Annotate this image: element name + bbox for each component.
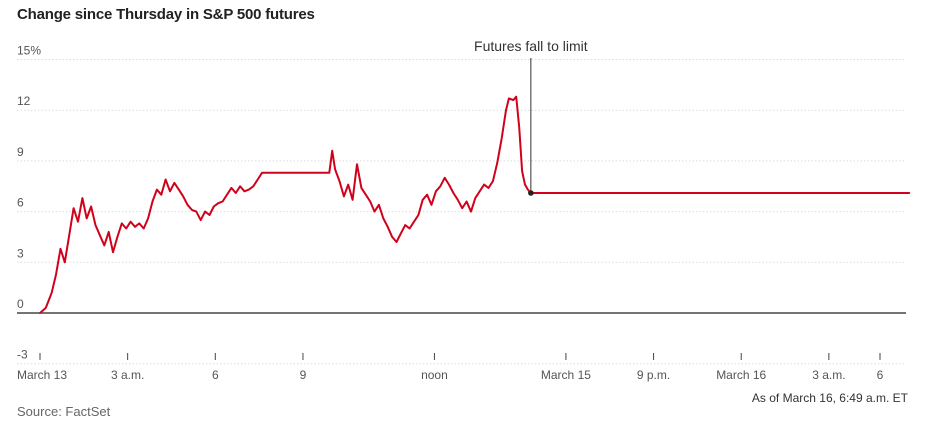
x-tick-label: March 13 — [17, 368, 67, 382]
y-tick-label: 15% — [17, 44, 41, 58]
y-tick-label: 9 — [17, 145, 24, 159]
x-tick-label: March 15 — [541, 368, 591, 382]
y-tick-label: 6 — [17, 196, 24, 210]
x-tick-label: 6 — [877, 368, 884, 382]
as-of-note: As of March 16, 6:49 a.m. ET — [751, 391, 908, 405]
grid-lines — [17, 59, 906, 365]
y-tick-label: -3 — [17, 348, 28, 362]
source-note: Source: FactSet — [17, 404, 111, 419]
series-line — [39, 95, 911, 314]
y-axis-ticks: 15% 12 9 6 3 0 -3 — [17, 44, 41, 362]
x-tick-label: 6 — [212, 368, 219, 382]
x-tick-label: noon — [421, 368, 448, 382]
y-tick-label: 12 — [17, 94, 31, 108]
x-tick-label: 9 — [300, 368, 307, 382]
y-tick-label: 0 — [17, 297, 24, 311]
x-tick-label: 9 p.m. — [637, 368, 670, 382]
limit-marker — [528, 190, 534, 196]
y-tick-label: 3 — [17, 246, 24, 260]
x-axis-ticks: March 13 3 a.m. 6 9 noon March 15 9 p.m. March … — [17, 353, 884, 382]
x-tick-label: 3 a.m. — [812, 368, 845, 382]
x-tick-label: March 16 — [716, 368, 766, 382]
x-tick-label: 3 a.m. — [111, 368, 144, 382]
chart-title: Change since Thursday in S&P 500 futures — [17, 6, 315, 23]
annotation-label: Futures fall to limit — [474, 38, 588, 54]
